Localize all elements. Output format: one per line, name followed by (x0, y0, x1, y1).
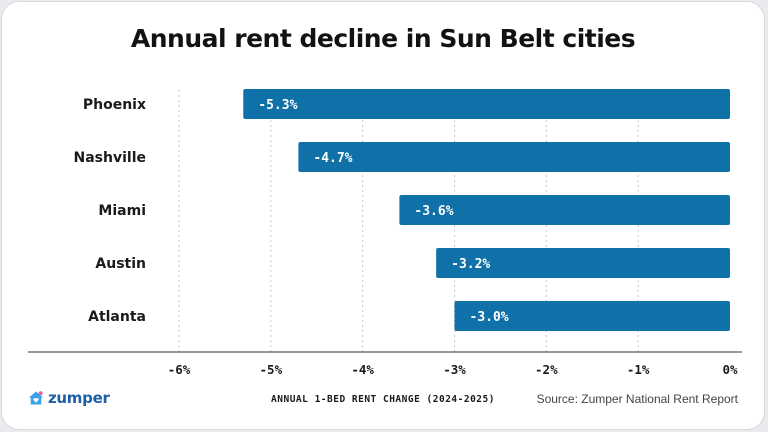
brand-name: zumper (48, 389, 110, 407)
bar-value-label: -4.7% (313, 151, 352, 166)
category-label: Atlanta (88, 309, 146, 325)
bar-value-label: -3.2% (451, 257, 490, 272)
x-tick-label: -5% (260, 362, 283, 377)
bar-value-label: -5.3% (258, 98, 297, 113)
bar (436, 248, 730, 278)
bar (243, 89, 731, 119)
category-label: Austin (95, 256, 146, 272)
zumper-logo: zumper (28, 389, 110, 407)
x-tick-label: 0% (722, 362, 738, 377)
x-tick-label: -3% (443, 362, 466, 377)
house-heart-icon (29, 391, 43, 405)
x-axis-label: ANNUAL 1-BED RENT CHANGE (2024-2025) (271, 394, 495, 405)
category-label: Nashville (74, 150, 146, 166)
source-note: Source: Zumper National Rent Report (536, 392, 738, 406)
bar (454, 301, 730, 331)
chart-title: Annual rent decline in Sun Belt cities (130, 24, 636, 53)
bar-value-label: -3.6% (414, 204, 453, 219)
category-label: Miami (98, 203, 146, 219)
bar (298, 142, 730, 172)
category-label: Phoenix (83, 97, 146, 113)
x-tick-label: -1% (627, 362, 650, 377)
x-tick-label: -4% (351, 362, 374, 377)
x-tick-label: -6% (168, 362, 191, 377)
bar (399, 195, 730, 225)
bar-value-label: -3.0% (470, 310, 509, 325)
x-tick-label: -2% (535, 362, 558, 377)
